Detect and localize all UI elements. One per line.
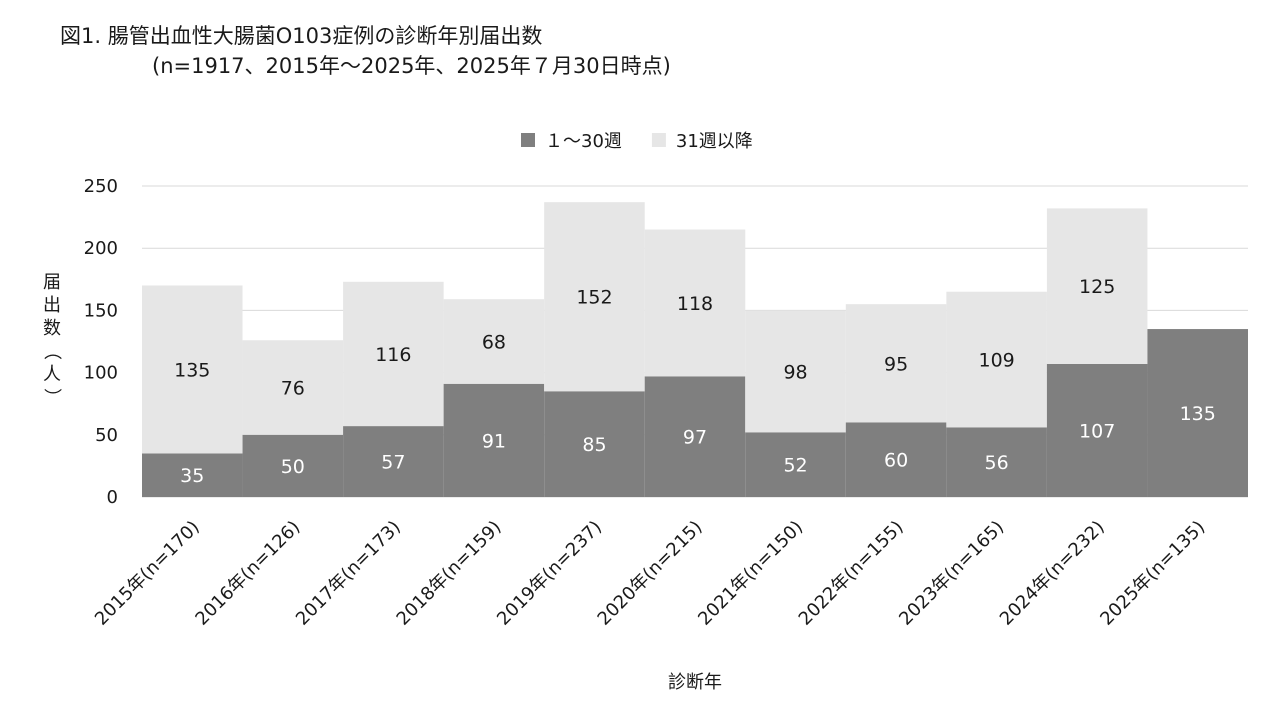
- bar-segment: [242, 340, 344, 435]
- bar-segment: [946, 291, 1047, 428]
- x-tick-label: 2024年(n=232): [996, 517, 1109, 630]
- y-tick-label: 250: [84, 176, 118, 197]
- legend-swatch: [651, 133, 666, 147]
- data-label: 60: [884, 450, 908, 472]
- y-axis-label-char: 届: [43, 272, 61, 293]
- data-label: 152: [576, 287, 612, 309]
- data-label: 85: [582, 434, 606, 456]
- bar-segment: [1147, 329, 1248, 497]
- bar-segment: [142, 453, 243, 497]
- x-tick-label: 2023年(n=165): [895, 517, 1008, 630]
- chart-subtitle: (n=1917、2015年～2025年、2025年７月30日時点): [152, 54, 671, 78]
- data-label: 118: [677, 293, 713, 315]
- data-label: 98: [783, 361, 807, 383]
- x-tick-label: 2021年(n=150): [694, 517, 807, 630]
- bar-segment: [343, 281, 444, 427]
- y-tick-label: 50: [95, 425, 118, 446]
- data-label: 91: [482, 430, 506, 452]
- data-label: 125: [1079, 276, 1115, 298]
- bars: 35 135 50 76 57 116 91 68 85 152 97 118 52 98 60 95 56 10…: [142, 202, 1248, 497]
- data-label: 135: [1180, 403, 1216, 425]
- bar-segment: [142, 285, 243, 454]
- y-axis-label: 届出数 （ 人 ）: [41, 272, 62, 406]
- data-label: 116: [375, 344, 411, 366]
- y-tick-label: 0: [107, 487, 118, 508]
- data-label: 68: [482, 332, 506, 354]
- bar-segment: [845, 422, 947, 497]
- data-label: 107: [1079, 420, 1115, 442]
- data-label: 95: [884, 353, 908, 375]
- data-label: 109: [979, 350, 1015, 372]
- data-label: 76: [281, 378, 305, 400]
- legend-label: 31週以降: [676, 131, 753, 152]
- bar-segment: [544, 391, 645, 497]
- x-tick-label: 2018年(n=159): [393, 517, 506, 630]
- y-axis-label-char: 人: [43, 364, 61, 385]
- bar-segment: [1046, 363, 1148, 497]
- y-axis-ticks: 0 50 100 150 200 250: [84, 176, 118, 508]
- x-tick-label: 2017年(n=173): [292, 517, 405, 630]
- data-label: 57: [381, 452, 405, 474]
- bar-segment: [745, 310, 846, 433]
- data-label: 135: [174, 359, 210, 381]
- bar-segment: [644, 376, 746, 497]
- bar-segment: [946, 427, 1047, 497]
- data-label: 56: [985, 452, 1009, 474]
- y-tick-label: 200: [84, 238, 118, 259]
- bar-segment: [745, 432, 846, 497]
- y-axis-label-char: ）: [41, 388, 62, 406]
- data-label: 52: [783, 455, 807, 477]
- bar-segment: [544, 202, 645, 392]
- bar-segment: [644, 229, 746, 377]
- data-label: 50: [281, 456, 305, 478]
- x-axis-label: 診断年: [668, 672, 722, 693]
- x-tick-label: 2019年(n=237): [493, 517, 606, 630]
- bar-segment: [443, 299, 545, 384]
- y-tick-label: 150: [84, 300, 118, 321]
- legend-swatch: [521, 133, 535, 147]
- legend: １～30週 31週以降: [521, 131, 753, 152]
- chart-title: 図1. 腸管出血性大腸菌O103症例の診断年別届出数: [60, 24, 543, 48]
- bar-segment: [443, 383, 545, 497]
- x-tick-label: 2020年(n=215): [594, 517, 707, 630]
- bar-segment: [242, 434, 344, 497]
- data-label: 35: [180, 465, 204, 487]
- y-axis-label-char: 数: [43, 318, 61, 339]
- bar-segment: [1046, 208, 1148, 364]
- y-axis-label-char: （: [41, 342, 62, 360]
- y-tick-label: 100: [84, 363, 118, 384]
- x-tick-label: 2025年(n=135): [1096, 517, 1209, 630]
- bar-segment: [845, 304, 947, 423]
- data-label: 97: [683, 427, 707, 449]
- legend-label: １～30週: [545, 131, 622, 152]
- x-tick-label: 2022年(n=155): [795, 517, 908, 630]
- bar-segment: [343, 426, 444, 497]
- x-tick-label: 2016年(n=126): [191, 517, 304, 630]
- y-axis-label-char: 出: [43, 295, 61, 316]
- x-tick-label: 2015年(n=170): [91, 517, 204, 630]
- x-axis-ticks: 2015年(n=170)2016年(n=126)2017年(n=173)2018…: [91, 517, 1209, 630]
